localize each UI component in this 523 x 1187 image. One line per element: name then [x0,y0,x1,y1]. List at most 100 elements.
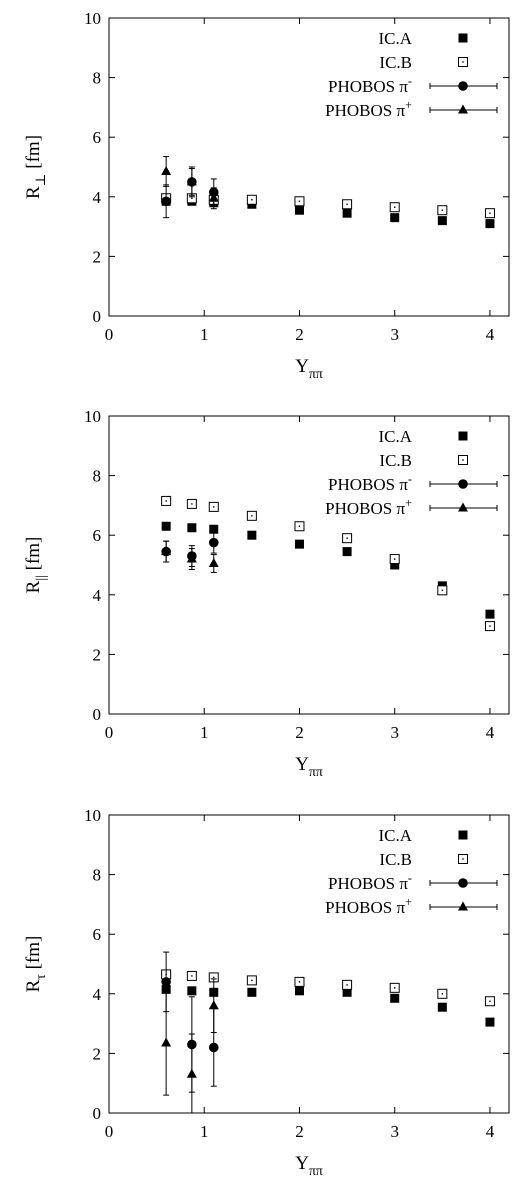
data-point [209,524,219,534]
x-tick-label: 3 [390,723,399,742]
data-point [389,202,400,213]
y-tick-label: 8 [93,467,102,486]
data-point [484,208,495,219]
data-point [161,521,171,531]
legend-label: PHOBOS π- [328,74,412,96]
x-tick-label: 0 [105,723,114,742]
data-point [246,975,257,986]
legend-label-name: PHOBOS π [328,77,408,96]
data-point [484,996,495,1007]
data-point [246,510,257,521]
data-point [342,987,352,997]
x-axis-label: Yππ [295,754,323,779]
y-axis-label-base: R [23,979,44,992]
legend-marker-dot [462,858,464,860]
y-tick-label: 2 [93,645,102,664]
data-point [294,986,304,996]
legend-label: IC.B [379,451,412,470]
y-tick-label: 0 [93,307,102,326]
legend-label: PHOBOS π+ [325,98,412,120]
series-2 [161,495,495,632]
data-point-dot [394,558,396,560]
data-point [342,547,352,557]
y-axis-label-group: R|| [fm] [23,537,48,594]
data-point-dot [441,209,444,211]
y-axis-label: R⊥ [fm] [23,135,48,199]
data-point [342,979,353,990]
data-point-dot [298,200,301,202]
legend-marker [458,854,468,864]
data-point [342,208,352,218]
legend-marker-dot [462,61,464,63]
y-tick-label: 2 [93,247,102,266]
plot-frame [108,17,510,317]
data-point [161,977,171,987]
data-point [247,530,257,540]
x-tick-label: 1 [200,723,209,742]
y-tick-label: 4 [93,586,102,605]
legend-label-sup: + [405,496,412,510]
data-point [485,1017,495,1027]
legend-label-sup: - [408,871,412,885]
data-point [208,537,219,548]
data-point-dot [251,979,253,982]
legend-label-sup: + [405,895,412,909]
legend-marker [458,479,468,489]
legend-marker [458,878,468,888]
data-point [186,1068,197,1078]
data-point [437,205,448,216]
x-tick-label: 4 [486,1122,495,1141]
data-point [187,986,197,996]
x-tick-label: 2 [295,723,304,742]
data-point [161,1037,172,1047]
data-point [161,165,172,175]
data-point [389,554,400,565]
data-point [390,560,400,570]
data-point [208,1042,219,1053]
data-point-dot [191,503,193,505]
legend-label-name: IC.B [379,53,412,72]
x-tick-label: 2 [295,1122,304,1141]
legend-marker [458,830,468,840]
data-point-dot [191,197,193,199]
y-axis-label-sub: || [33,575,48,580]
data-point-dot [489,1000,491,1002]
y-tick-label: 4 [93,188,102,207]
data-point-dot [298,981,301,983]
data-point-dot [346,203,348,205]
data-point [484,621,495,632]
data-point [390,213,400,223]
legend-label: IC.A [378,427,412,446]
y-axis-label-sub: ⊥ [33,173,48,186]
data-point [342,199,353,210]
x-tick-label: 4 [486,325,495,344]
y-tick-label: 8 [93,866,102,885]
legend-label: PHOBOS π+ [325,496,412,518]
series-4 [161,978,219,1113]
legend-label-sup: - [408,74,412,88]
data-point [437,585,448,596]
x-tick-label: 3 [390,1122,399,1141]
data-point [186,970,197,981]
data-point [208,501,219,512]
legend-marker [458,431,468,441]
legend-marker [458,33,468,43]
y-tick-label: 10 [84,407,101,426]
data-point-dot [394,206,396,208]
series-4 [161,540,219,573]
legend-label-sup: + [405,98,412,112]
x-tick-label: 0 [105,1122,114,1141]
legend-label-name: PHOBOS π [328,475,408,494]
data-point [485,219,495,229]
legend-marker [458,502,468,512]
data-point [247,987,257,997]
legend-marker [458,901,468,911]
data-point [437,988,448,999]
y-tick-label: 2 [93,1044,102,1063]
data-point [294,196,305,207]
y-tick-label: 6 [93,526,102,545]
y-tick-label: 8 [93,69,102,88]
data-point-dot [394,987,396,989]
